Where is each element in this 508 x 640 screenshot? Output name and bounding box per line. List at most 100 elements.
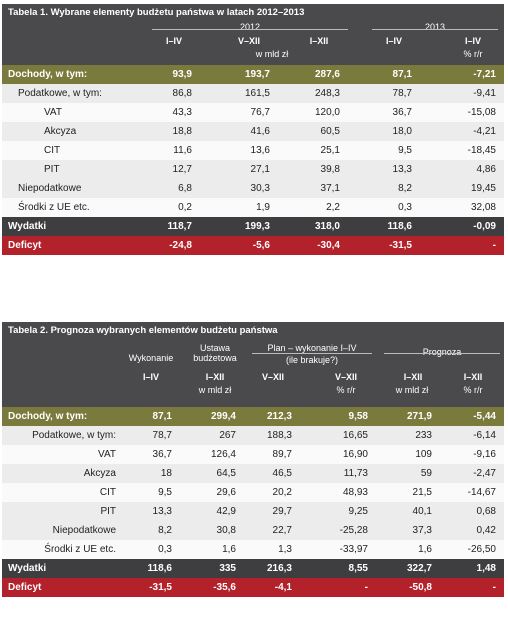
table-1-header: 2012 2013 I–IV V–XII I–XII I–IV I–IV w m…	[2, 21, 504, 65]
table-cell: 18,0	[392, 126, 412, 137]
table-cell: 9,5	[158, 487, 172, 498]
table-row: Środki z UE etc. 0,2 1,9 2,2 0,3 32,08	[2, 198, 504, 217]
table-cell: -	[492, 582, 496, 593]
col-header: I–XII	[403, 372, 423, 382]
table-row: Wydatki 118,6 335 216,3 8,55 322,7 1,48	[2, 559, 504, 578]
group-plan-rule	[252, 353, 372, 354]
table-cell: 36,7	[152, 449, 172, 460]
table-cell: 32,08	[470, 202, 496, 213]
table-cell: -4,21	[473, 126, 496, 137]
table-row: Podatkowe, w tym: 78,7 267 188,3 16,65 233 -6,…	[2, 426, 504, 445]
table-1-title: Tabela 1. Wybrane elementy budżetu państ…	[2, 4, 504, 21]
table-cell: 37,1	[320, 183, 340, 194]
table-row: PIT 12,7 27,1 39,8 13,3 4,86	[2, 160, 504, 179]
table-row: PIT 13,3 42,9 29,7 9,25 40,1 0,68	[2, 502, 504, 521]
table-cell: -35,6	[213, 582, 236, 593]
table-cell: 9,25	[348, 506, 368, 517]
table-cell: 271,9	[406, 411, 432, 422]
table-cell: 48,93	[342, 487, 368, 498]
table-cell: 43,3	[172, 107, 192, 118]
table-row: CIT 11,6 13,6 25,1 9,5 -18,45	[2, 141, 504, 160]
table-row: Dochody, w tym: 87,1 299,4 212,3 9,58 271,9 -5…	[2, 407, 504, 426]
row-label: Dochody, w tym:	[8, 411, 88, 422]
table-cell: 2,2	[326, 202, 340, 213]
table-cell: 1,3	[278, 544, 292, 555]
table-cell: 0,3	[158, 544, 172, 555]
group-prognoza: Prognoza	[422, 347, 462, 357]
table-cell: 60,5	[320, 126, 340, 137]
group-plan-sub: (ile brakuje?)	[285, 355, 339, 365]
table-cell: -4,1	[274, 582, 292, 593]
table-cell: 37,3	[412, 525, 432, 536]
table-cell: 89,7	[272, 449, 292, 460]
col-header: V–XII	[261, 372, 284, 382]
table-2-header: Wykonanie Ustawa budżetowa Plan – wykona…	[2, 339, 504, 407]
table-cell: 212,3	[266, 411, 292, 422]
table-row: Niepodatkowe 6,8 30,3 37,1 8,2 19,45	[2, 179, 504, 198]
group-wykonanie: Wykonanie	[128, 353, 174, 363]
table-cell: 30,8	[216, 525, 236, 536]
table-row: Niepodatkowe 8,2 30,8 22,7 -25,28 37,3 0,42	[2, 521, 504, 540]
table-cell: 118,6	[147, 563, 172, 574]
row-label: Deficyt	[8, 582, 42, 593]
table-cell: 0,2	[178, 202, 192, 213]
unit-label: w mld zł	[255, 49, 289, 59]
table-cell: 335	[219, 563, 236, 574]
year-2012-rule	[152, 29, 348, 30]
table-cell: 8,2	[158, 525, 172, 536]
table-cell: -18,45	[467, 145, 496, 156]
row-label: PIT	[100, 506, 116, 517]
table-row: Środki z UE etc. 0,3 1,6 1,3 -33,97 1,6 -26,50	[2, 540, 504, 559]
table-cell: -31,5	[149, 582, 172, 593]
table-cell: 6,8	[178, 183, 192, 194]
table-cell: -25,28	[339, 525, 368, 536]
table-row: VAT 36,7 126,4 89,7 16,90 109 -9,16	[2, 445, 504, 464]
table-cell: 161,5	[244, 88, 270, 99]
table-cell: 16,90	[342, 449, 368, 460]
table-cell: 118,6	[387, 221, 412, 232]
table-cell: 248,3	[314, 88, 340, 99]
pct-label: % r/r	[463, 49, 483, 59]
table-cell: -0,09	[473, 221, 496, 232]
row-label: Podatkowe, w tym:	[18, 88, 102, 99]
table-cell: 0,68	[476, 506, 496, 517]
table-cell: 0,3	[398, 202, 412, 213]
table-cell: -6,14	[473, 430, 496, 441]
table-cell: 1,6	[222, 544, 236, 555]
table-cell: -30,4	[317, 240, 340, 251]
col-header: I–IV	[165, 36, 182, 46]
table-cell: 1,9	[256, 202, 270, 213]
table-cell: -7,21	[473, 69, 496, 80]
group-ustawa: Ustawa	[199, 343, 230, 353]
table-cell: -26,50	[467, 544, 496, 555]
table-cell: 8,2	[398, 183, 412, 194]
row-label: Niepodatkowe	[18, 183, 82, 194]
table-cell: 109	[415, 449, 432, 460]
row-label: VAT	[98, 449, 116, 460]
table-cell: 118,7	[167, 221, 192, 232]
table-2-title: Tabela 2. Prognoza wybranych elementów b…	[2, 322, 504, 339]
table-cell: 11,73	[343, 468, 368, 479]
table-cell: 12,7	[172, 164, 192, 175]
table-cell: 322,7	[406, 563, 432, 574]
table-cell: -	[492, 240, 496, 251]
table-cell: 27,1	[250, 164, 270, 175]
table-cell: 1,6	[418, 544, 432, 555]
row-label: Niepodatkowe	[52, 525, 116, 536]
table-cell: 267	[219, 430, 236, 441]
table-cell: 13,3	[152, 506, 172, 517]
unit-label: w mld zł	[198, 385, 232, 395]
year-2013-label: 2013	[424, 22, 446, 32]
pct-label: % r/r	[336, 385, 356, 395]
table-cell: -9,41	[473, 88, 496, 99]
col-header: V–XII	[334, 372, 357, 382]
year-2013-rule	[372, 29, 498, 30]
table-cell: 87,1	[152, 411, 172, 422]
col-header: I–XII	[205, 372, 225, 382]
table-cell: 199,3	[244, 221, 270, 232]
table-row: Akcyza 18,8 41,6 60,5 18,0 -4,21	[2, 122, 504, 141]
table-cell: -33,97	[339, 544, 368, 555]
group-plan: Plan – wykonanie I–IV	[267, 343, 357, 353]
table-cell: 216,3	[266, 563, 292, 574]
col-header: I–IV	[385, 36, 402, 46]
